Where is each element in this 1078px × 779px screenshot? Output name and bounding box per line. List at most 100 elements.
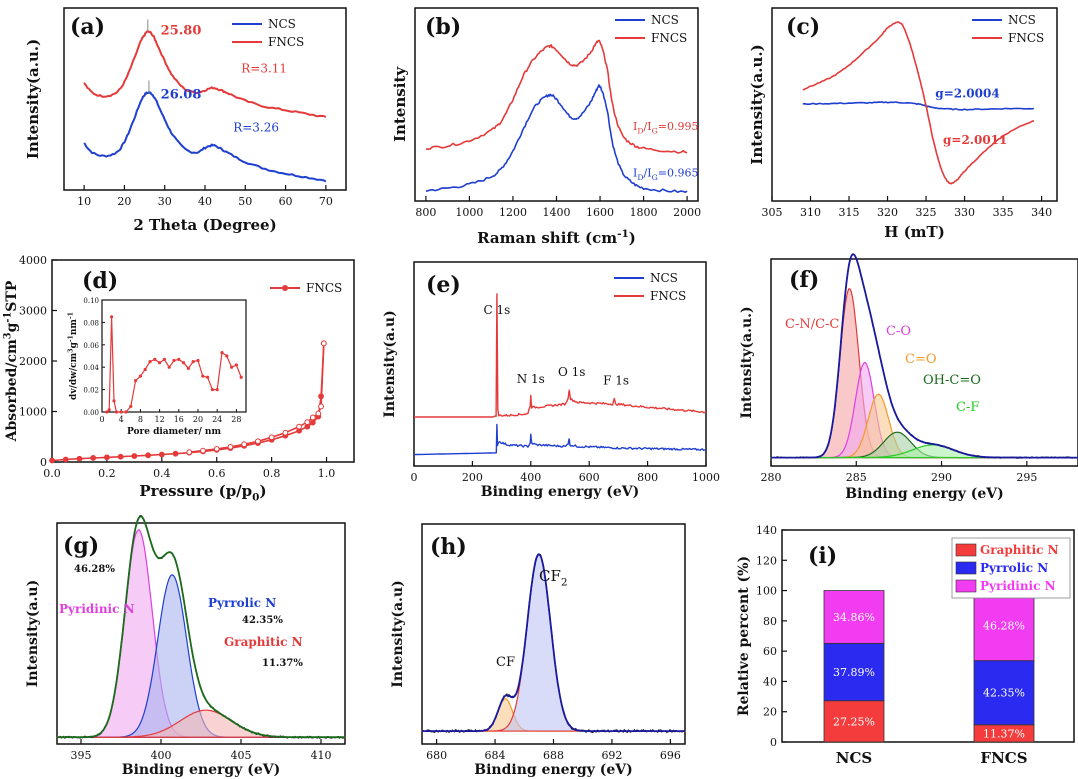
component-percent: 46.28% (74, 564, 115, 575)
inset-data-point (129, 404, 133, 408)
y-tick-label: 20 (763, 706, 777, 719)
y-tick-label: 100 (756, 585, 777, 598)
bar-segment (823, 590, 885, 644)
y-tick-label: 140 (756, 524, 777, 537)
component-label: CF2 (539, 567, 568, 589)
data-point (213, 445, 220, 452)
panel-i: 0 20 40 60 80 100 120 140 27.25% 37.89% 34.86% NCS 1… (736, 524, 1075, 767)
component-peak-4 (770, 444, 1078, 459)
component-label: Pyridinic N (59, 602, 135, 616)
x-tick-label: 70 (319, 195, 333, 208)
plot-frame (771, 7, 1058, 202)
r-annotation: R=3.26 (233, 120, 279, 134)
series-line-ncs (414, 423, 707, 456)
panel-label: (b) (425, 14, 461, 40)
panel-label: (g) (63, 533, 99, 559)
data-point (227, 443, 234, 450)
inset-data-point (167, 365, 171, 369)
y-axis-label: Intensity (391, 66, 409, 142)
data-point (131, 453, 138, 459)
x-tick-label: 335 (993, 206, 1014, 219)
bar-value-label: 46.28% (983, 620, 1025, 633)
legend-label: NCS (650, 271, 678, 285)
y-tick-label: 1000 (19, 406, 47, 419)
data-point (320, 340, 327, 347)
x-tick-label: 310 (800, 206, 821, 219)
x-tick-label: 600 (579, 471, 600, 484)
y-axis-label: Intensity(a.u) (390, 580, 406, 687)
y-axis-label: Relative percent (%) (736, 556, 752, 716)
inset-x-axis-label: Pore diameter/ nm (127, 427, 222, 437)
bar-segment (823, 700, 885, 743)
peak-annotation: 25.80 (161, 23, 202, 38)
panel-label: (d) (82, 268, 118, 294)
data-point (296, 423, 302, 430)
y-axis-label: Intensity(a.u) (25, 580, 41, 687)
series-line-fncs (83, 30, 327, 118)
inset-data-point (107, 408, 111, 412)
x-tick-label: 0.4 (153, 467, 171, 480)
component-percent: 42.35% (242, 615, 283, 626)
bar-value-label: 27.25% (833, 715, 875, 728)
x-tick-label: 395 (71, 749, 92, 762)
inset-y-tick-label: 0.06 (83, 342, 99, 350)
legend-label: FNCS (651, 31, 687, 45)
legend-label: NCS (651, 13, 679, 27)
x-category-label: FNCS (980, 749, 1027, 767)
inset-data-point (134, 379, 138, 383)
data-point (158, 451, 165, 458)
x-tick-label: 692 (601, 749, 622, 762)
bar-segment (823, 642, 885, 702)
g-annotation: g=2.0011 (943, 133, 1007, 147)
legend-label: FNCS (650, 289, 686, 303)
inset-x-tick-label: 0 (99, 415, 104, 424)
inset-data-point (201, 374, 205, 378)
data-point (309, 414, 316, 421)
legend-label: NCS (268, 17, 296, 31)
x-tick-label: 1000 (455, 206, 483, 219)
x-tick-label: 295 (1016, 471, 1037, 484)
data-point (49, 457, 55, 464)
x-tick-label: 2000 (673, 206, 701, 219)
x-tick-label: 290 (931, 471, 952, 484)
panel-g: 395 400 405 410 (g) 46.28% Pyridinic N Pyrrolic… (25, 514, 346, 778)
x-tick-label: 800 (637, 471, 658, 484)
component-label: Pyrrolic N (208, 596, 276, 610)
fit-envelope-line (771, 253, 1078, 459)
x-tick-label: 40 (198, 195, 212, 208)
inset-data-point (110, 315, 114, 319)
x-tick-label: 1800 (630, 206, 658, 219)
panel-h: 680 684 688 692 696 (h) CF CF2 Binding energy (e… (390, 523, 686, 778)
x-tick-label: 696 (660, 749, 681, 762)
x-tick-label: 330 (954, 206, 975, 219)
x-axis-label: Pressure (p/p0) (139, 482, 266, 504)
inset-data-point (114, 410, 118, 414)
panel-label: (i) (808, 543, 837, 569)
y-axis-label: Intensity(a.u.) (24, 39, 42, 159)
inset-y-axis-label: dv/dw/cm3g-1nm-1 (67, 312, 79, 400)
bar-value-label: 42.35% (983, 687, 1025, 700)
raw-spectrum-line (56, 514, 346, 739)
series-line-ncs (83, 91, 327, 183)
series-line-fncs (425, 39, 688, 154)
peak-label-o1s: O 1s (558, 365, 585, 379)
plot-frame (770, 258, 1078, 467)
data-point (304, 419, 311, 426)
x-tick-label: 800 (415, 206, 436, 219)
panel-a: 10 20 30 40 50 60 70 (a) 25.80 R=3.11 26.08 R=3.26 N… (24, 7, 347, 234)
y-tick-label: 120 (756, 554, 777, 567)
x-tick-label: 50 (238, 195, 252, 208)
x-axis-label: H (mT) (884, 223, 945, 241)
legend-label: FNCS (306, 281, 342, 295)
component-label: C-N/C-C (785, 317, 839, 332)
y-tick-label: 4000 (19, 254, 47, 267)
bar-segment (973, 590, 1035, 662)
data-point (62, 456, 69, 463)
plot-frame (781, 529, 1075, 743)
inset-data-point (138, 374, 142, 378)
data-point (255, 438, 261, 445)
inset-x-tick-label: 20 (193, 415, 203, 424)
x-tick-label: 0.6 (208, 467, 226, 480)
data-point (268, 434, 275, 441)
